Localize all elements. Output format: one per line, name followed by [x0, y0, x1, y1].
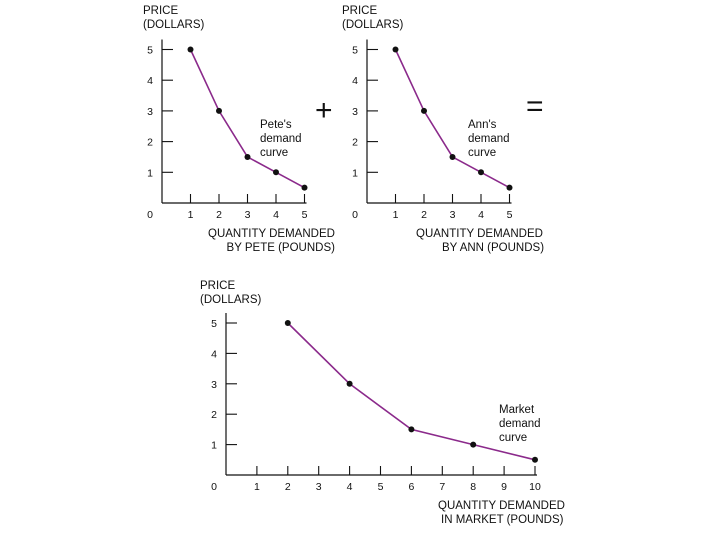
- market-x-tick-label: 10: [529, 481, 541, 493]
- ann-x-tick-label: 3: [450, 209, 456, 221]
- ann-x-tick-label: 4: [478, 209, 484, 221]
- pete-data-point: [216, 107, 222, 114]
- ann-data-point: [449, 153, 456, 160]
- market-x-tick-label: 3: [316, 481, 322, 493]
- market-y-axis-label: PRICE (DOLLARS): [200, 280, 262, 306]
- equals-sign: =: [526, 90, 544, 123]
- pete-demand-line: [189, 49, 305, 189]
- ann-x-tick-label: 5: [507, 209, 513, 221]
- market-data-point: [532, 456, 538, 463]
- plus-sign: +: [315, 94, 333, 127]
- pete-data-point: [301, 184, 308, 191]
- pete-curve-annotation: Pete's demand curve: [260, 119, 302, 159]
- ann-y-tick-label: 3: [352, 106, 358, 118]
- pete-origin-label: 0: [147, 209, 153, 221]
- ann-curve-annotation: Ann's demand curve: [468, 119, 510, 159]
- market-y-tick-label: 3: [211, 379, 217, 391]
- market-demand-line: [287, 322, 536, 461]
- pete-y-tick-label: 3: [147, 106, 153, 118]
- pete-x-tick-label: 3: [245, 209, 251, 221]
- market-x-tick-label: 1: [254, 481, 260, 493]
- ann-data-point: [421, 107, 427, 114]
- market-data-point: [346, 380, 353, 387]
- market-x-tick-label: 6: [408, 481, 414, 493]
- ann-demand-line: [394, 49, 510, 189]
- ann-data-point: [392, 46, 399, 53]
- market-x-axis-label: QUANTITY DEMANDED IN MARKET (POUNDS): [438, 500, 565, 526]
- pete-x-tick-label: 2: [216, 209, 222, 221]
- pete-data-point: [273, 169, 279, 176]
- market-origin-label: 0: [211, 481, 217, 493]
- market-y-tick-label: 1: [211, 440, 217, 452]
- ann-y-axis-label: PRICE (DOLLARS): [342, 5, 404, 31]
- ann-x-axis-label: QUANTITY DEMANDED BY ANN (POUNDS): [416, 228, 545, 254]
- ann-data-point: [478, 169, 484, 176]
- market-y-tick-label: 4: [211, 348, 217, 360]
- ann-x-tick-label: 2: [421, 209, 427, 221]
- market-x-tick-label: 4: [347, 481, 353, 493]
- market-data-point: [470, 441, 477, 448]
- pete-x-tick-label: 5: [302, 209, 308, 221]
- pete-x-tick-label: 4: [273, 209, 279, 221]
- market-data-point: [284, 320, 291, 326]
- market-x-tick-label: 7: [439, 481, 445, 493]
- ann-y-tick-label: 4: [352, 75, 358, 87]
- market-x-tick-label: 5: [378, 481, 384, 493]
- pete-x-axis-label: QUANTITY DEMANDED BY PETE (POUNDS): [208, 228, 335, 254]
- pete-y-axis-label: PRICE (DOLLARS): [143, 5, 205, 31]
- pete-y-tick-label: 4: [147, 75, 153, 87]
- market-x-tick-label: 2: [285, 481, 291, 493]
- ann-y-tick-label: 5: [352, 45, 358, 57]
- ann-y-tick-label: 2: [352, 137, 358, 149]
- ann-origin-label: 0: [352, 209, 358, 221]
- pete-x-tick-label: 1: [188, 209, 194, 221]
- market-y-tick-label: 5: [211, 318, 217, 330]
- pete-y-tick-label: 2: [147, 137, 153, 149]
- market-y-tick-label: 2: [211, 409, 217, 421]
- market-data-point: [408, 426, 415, 433]
- market-curve-annotation: Market demand curve: [499, 404, 541, 444]
- market-x-tick-label: 9: [501, 481, 507, 493]
- ann-x-tick-label: 1: [393, 209, 399, 221]
- market-x-tick-label: 8: [470, 481, 476, 493]
- ann-data-point: [506, 184, 513, 191]
- ann-y-tick-label: 1: [352, 167, 358, 179]
- pete-y-tick-label: 5: [147, 45, 153, 57]
- pete-y-tick-label: 1: [147, 167, 153, 179]
- pete-data-point: [244, 153, 251, 160]
- pete-data-point: [187, 46, 194, 53]
